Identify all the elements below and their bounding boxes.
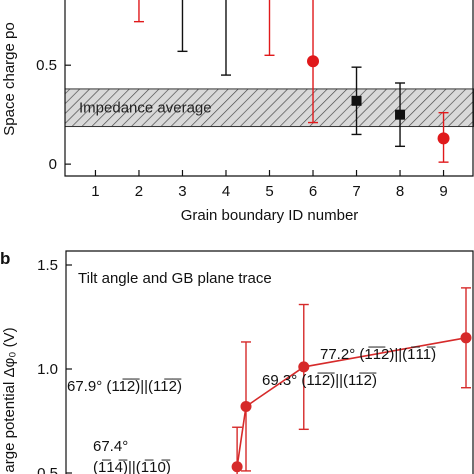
plot-frame-b	[65, 250, 474, 474]
y-tick-label: 0	[49, 156, 57, 173]
data-marks-b	[231, 287, 472, 474]
y-tick-label-b: 0.5	[37, 465, 58, 474]
data-point-b	[240, 400, 252, 412]
annotation-label: 69.3° (11̅2̅)||(11̅2̅)	[262, 372, 377, 389]
data-marks	[133, 0, 450, 163]
y-ticks: 00.5	[36, 57, 71, 173]
series-line	[236, 337, 467, 467]
x-tick-label: 4	[222, 183, 230, 200]
x-tick-label: 8	[396, 183, 404, 200]
x-tick-label: 6	[309, 183, 317, 200]
y-tick-label-b: 1.5	[37, 257, 58, 274]
data-point-b	[460, 332, 472, 344]
y-axis-label: Space charge po	[1, 22, 18, 135]
data-point	[437, 132, 450, 145]
x-ticks: 1 2 3 4 5 6 7 8 9	[91, 170, 448, 200]
data-point-b	[231, 461, 243, 473]
band-label: Impedance average	[79, 100, 212, 117]
chart-title: Tilt angle and GB plane trace	[78, 270, 272, 287]
x-tick-label: 5	[265, 183, 273, 200]
annotation-label: (1̅14̅)||(1̅10̅)	[93, 459, 171, 474]
y-ticks-b: 0.5 1.0 1.5	[37, 257, 72, 474]
annotation-label: 67.9° (11̅2̅)||(11̅2̅)	[67, 378, 182, 395]
annotation-label: 77.2° (1̅1̅2)||(1̅11̅)	[320, 346, 436, 363]
x-axis-label: Grain boundary ID number	[181, 207, 359, 224]
annotation-label: 67.4°	[93, 438, 128, 455]
y-axis-label-b: arge potential Δφ₀ (V)	[1, 327, 18, 472]
annotations: 77.2° (1̅1̅2)||(1̅11̅) 67.9° (11̅2̅)||(11…	[67, 346, 436, 474]
data-point-b	[298, 361, 310, 373]
x-tick-label: 1	[91, 183, 99, 200]
x-tick-label: 2	[135, 183, 143, 200]
panel-b: b 0.5 1.0 1.5 Tilt angle and GB plane trac…	[0, 249, 474, 474]
y-tick-label: 0.5	[36, 57, 57, 74]
x-tick-label: 3	[178, 183, 186, 200]
data-point	[307, 55, 320, 68]
data-point	[395, 109, 406, 120]
x-tick-label: 9	[439, 183, 447, 200]
x-tick-label: 7	[352, 183, 360, 200]
data-point	[351, 95, 362, 106]
y-tick-label-b: 1.0	[37, 361, 58, 378]
impedance-average-band	[64, 88, 474, 128]
panel-label: b	[0, 249, 10, 268]
